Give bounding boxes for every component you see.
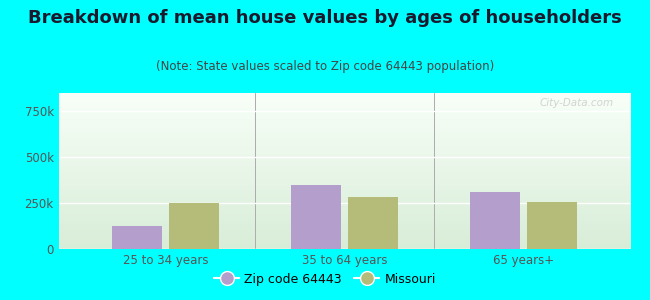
Bar [169,203,220,249]
Text: (Note: State values scaled to Zip code 64443 population): (Note: State values scaled to Zip code 6… [156,60,494,73]
Legend: Zip code 64443, Missouri: Zip code 64443, Missouri [209,268,441,291]
Bar [527,202,577,249]
Bar [291,185,341,249]
Bar [348,197,398,249]
Bar [469,192,519,249]
Text: Breakdown of mean house values by ages of householders: Breakdown of mean house values by ages o… [28,9,622,27]
Text: City-Data.com: City-Data.com [540,98,614,108]
Bar [112,226,162,249]
